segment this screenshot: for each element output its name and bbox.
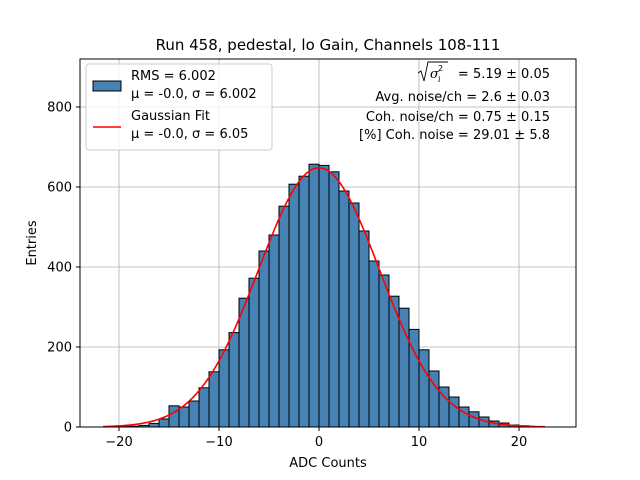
stat-sqrt-value: = 5.19 ± 0.05 (458, 67, 550, 82)
histogram-bar (178, 406, 190, 428)
histogram-bar (418, 349, 430, 428)
svg-text:σ: σ (430, 67, 440, 82)
legend: RMS = 6.002 μ = -0.0, σ = 6.002 Gaussian… (85, 63, 273, 151)
histogram-bar (398, 307, 410, 428)
histogram-bar (378, 274, 390, 428)
stat-pct-coh-noise: [%] Coh. noise = 29.01 ± 5.8 (359, 128, 550, 143)
stat-coh-noise: Coh. noise/ch = 0.75 ± 0.15 (366, 110, 550, 125)
x-tick-label: −10 (205, 435, 232, 450)
histogram-bars (118, 163, 540, 428)
legend-box (85, 63, 273, 151)
histogram-bar (308, 163, 320, 428)
histogram-bar (358, 230, 370, 428)
x-tick-label: 10 (411, 435, 428, 450)
histogram-bar (348, 202, 360, 428)
histogram-bar (328, 171, 340, 428)
stat-avg-noise: Avg. noise/ch = 2.6 ± 0.03 (375, 90, 550, 105)
stats-annotations: σ i 2 = 5.19 ± 0.05 Avg. noise/ch = 2.6 … (359, 61, 550, 143)
legend-hist-sublabel: μ = -0.0, σ = 6.002 (131, 87, 257, 102)
histogram-bar (248, 277, 260, 428)
histogram-bar (168, 405, 180, 428)
histogram-bar (228, 332, 240, 428)
svg-text:i: i (438, 75, 441, 84)
histogram-bar (268, 234, 280, 428)
svg-text:2: 2 (438, 64, 443, 73)
y-tick-label: 800 (47, 101, 72, 116)
legend-hist-swatch (92, 80, 122, 92)
x-tick-label: 20 (511, 435, 528, 450)
histogram-bar (208, 371, 220, 428)
sqrt-sigma-symbol: σ i 2 (417, 61, 448, 84)
legend-hist-label: RMS = 6.002 (131, 69, 216, 84)
histogram-bar (198, 387, 210, 428)
histogram-bar (288, 183, 300, 428)
y-tick-label: 400 (47, 261, 72, 276)
histogram-bar (238, 297, 250, 428)
histogram-bar (278, 205, 290, 428)
x-tick-label: 0 (315, 435, 323, 450)
y-tick-label: 600 (47, 181, 72, 196)
histogram-bar (298, 175, 310, 428)
x-tick-label: −20 (105, 435, 132, 450)
histogram-bar (218, 349, 230, 428)
y-tick-label: 200 (47, 341, 72, 356)
histogram-bar (158, 418, 170, 428)
gaussian-fit-line (102, 167, 546, 428)
histogram-bar (148, 422, 160, 428)
legend-fit-label: Gaussian Fit (131, 109, 210, 124)
histogram-bar (318, 164, 330, 428)
y-axis-label: Entries (25, 220, 40, 266)
y-tick-label: 0 (64, 421, 72, 436)
histogram-bar (258, 250, 270, 428)
chart-title: Run 458, pedestal, lo Gain, Channels 108… (156, 36, 501, 54)
legend-fit-sublabel: μ = -0.0, σ = 6.05 (131, 127, 248, 142)
plot-area-frame (79, 58, 577, 428)
histogram-bar (448, 396, 460, 428)
histogram-bar (188, 400, 200, 428)
x-axis-label: ADC Counts (289, 456, 367, 471)
histogram-bar (368, 260, 380, 428)
histogram-bar (338, 190, 350, 428)
